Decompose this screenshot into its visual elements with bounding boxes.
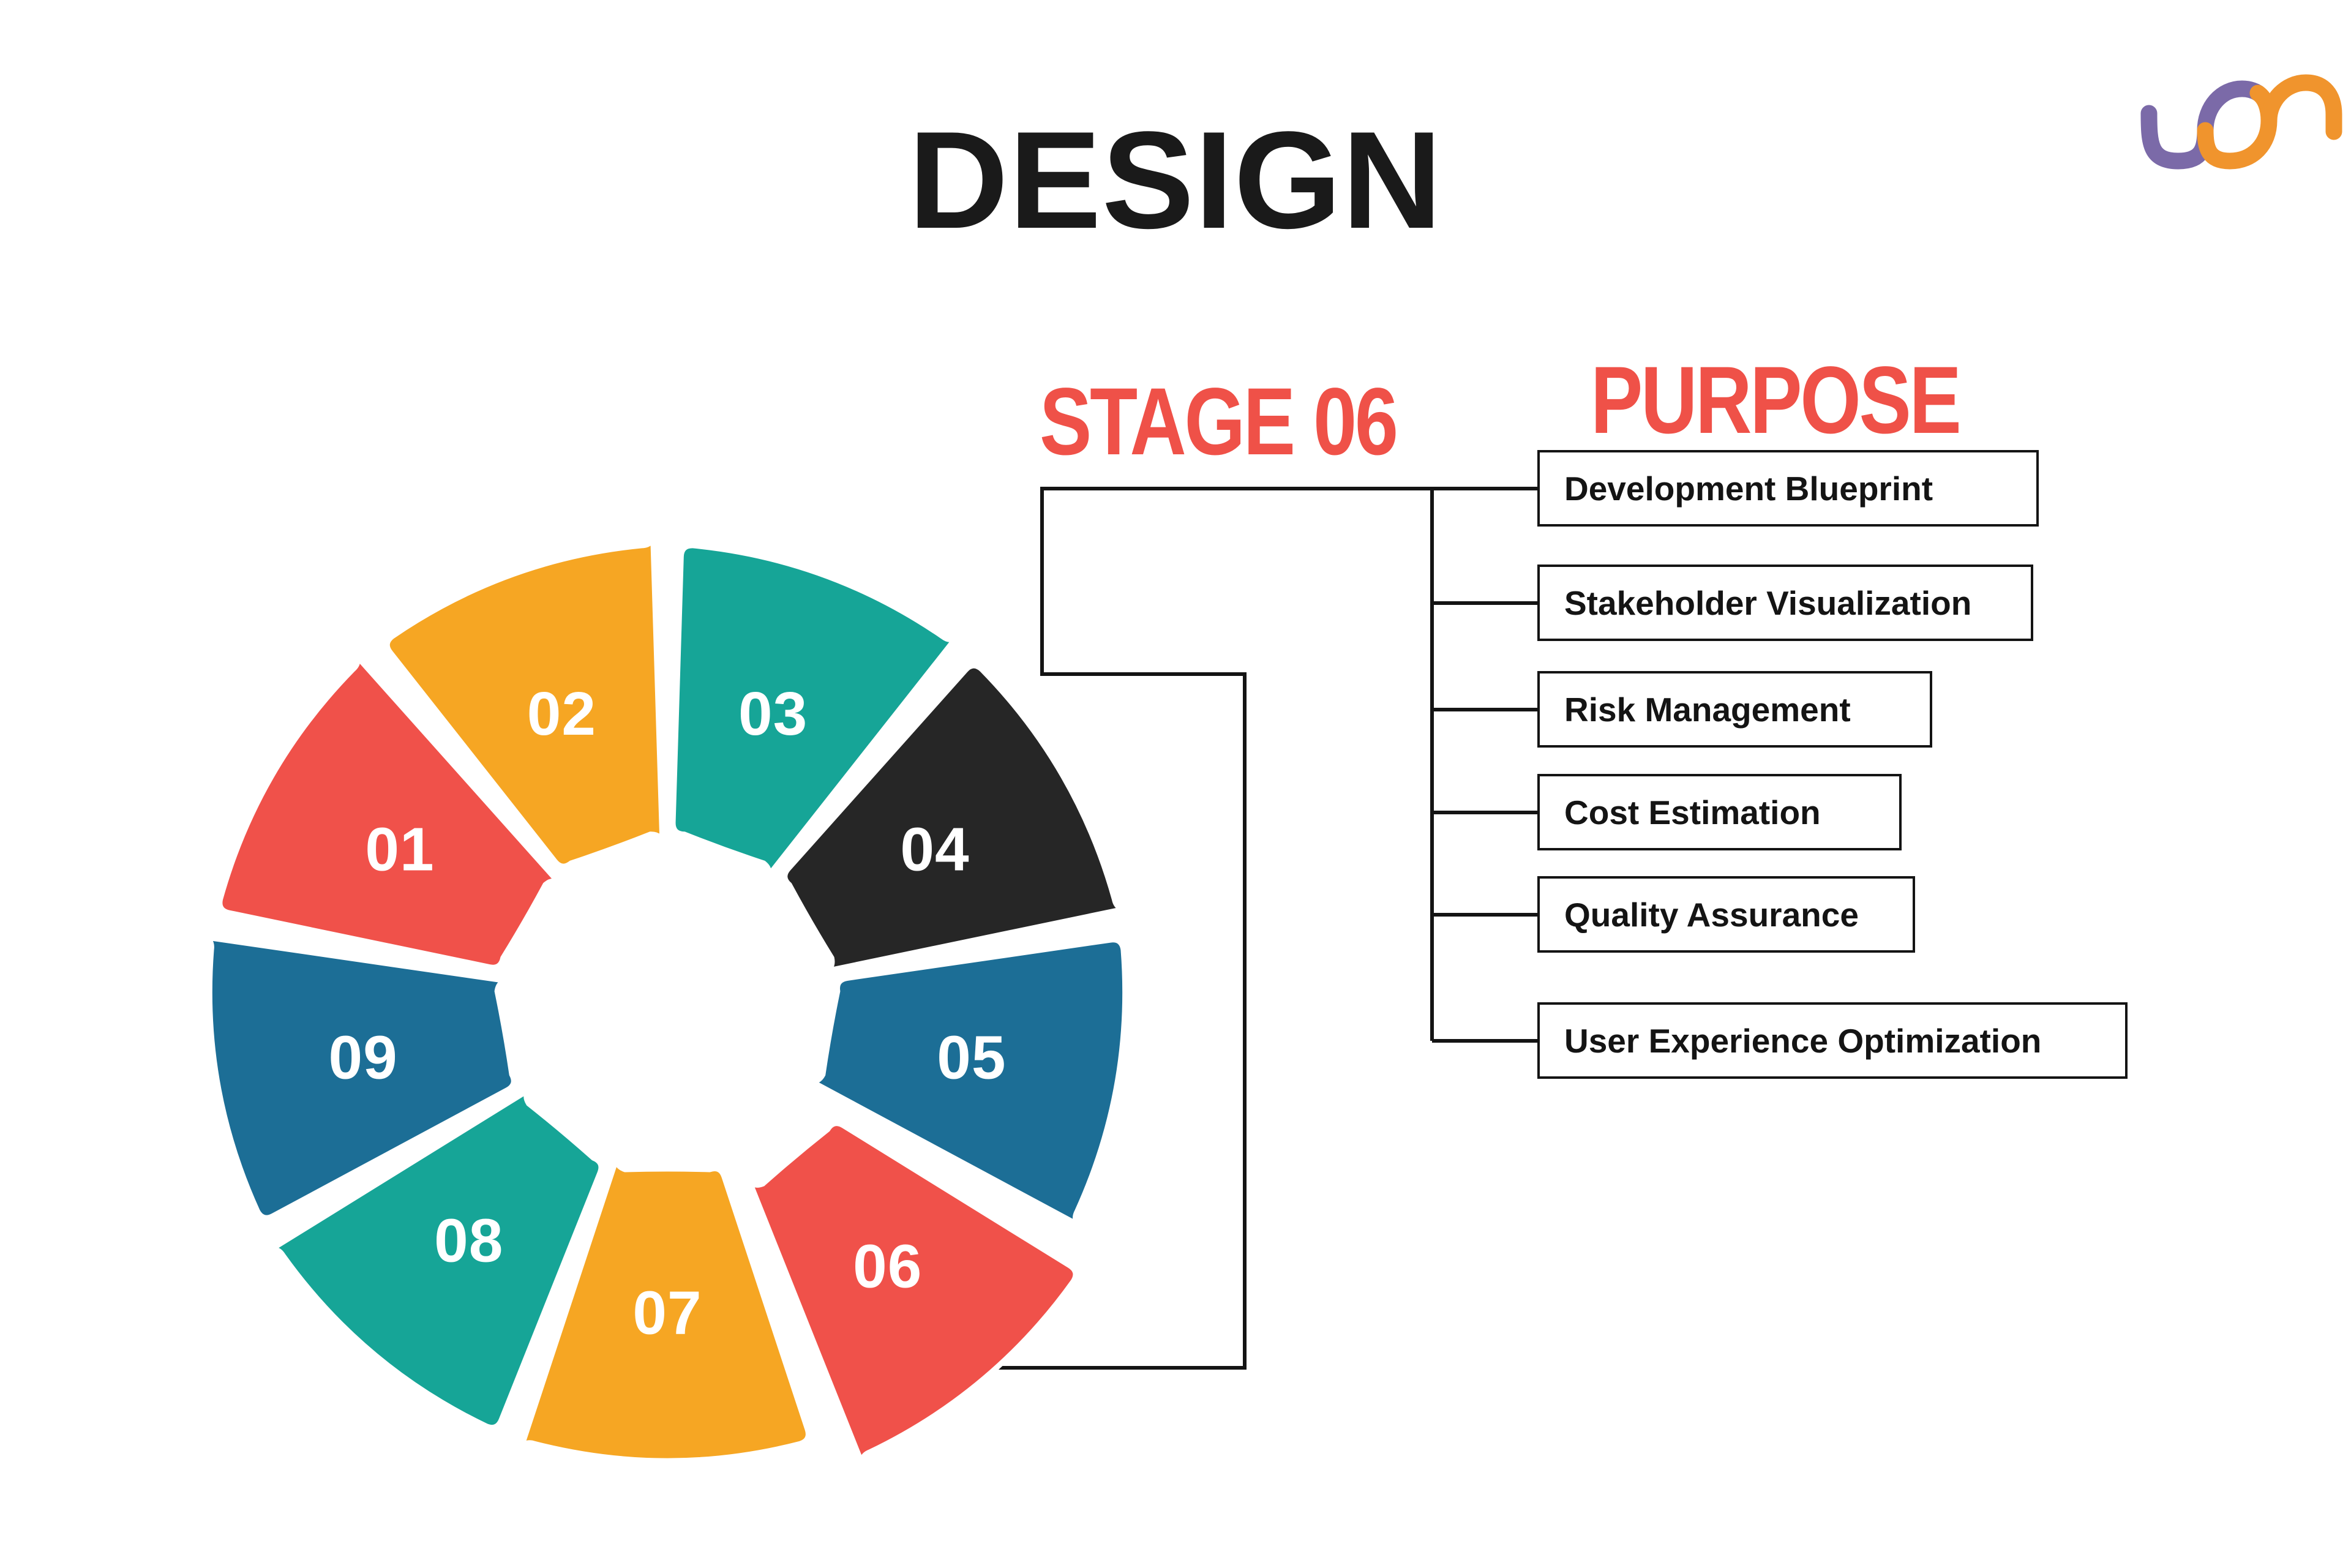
svg-text:08: 08 bbox=[434, 1207, 503, 1275]
svg-text:06: 06 bbox=[853, 1232, 922, 1301]
svg-text:02: 02 bbox=[527, 680, 596, 748]
svg-text:05: 05 bbox=[937, 1024, 1006, 1092]
svg-text:04: 04 bbox=[900, 816, 969, 884]
svg-text:03: 03 bbox=[738, 680, 808, 748]
svg-text:09: 09 bbox=[328, 1024, 397, 1092]
svg-text:07: 07 bbox=[632, 1279, 702, 1348]
svg-text:01: 01 bbox=[365, 816, 434, 884]
